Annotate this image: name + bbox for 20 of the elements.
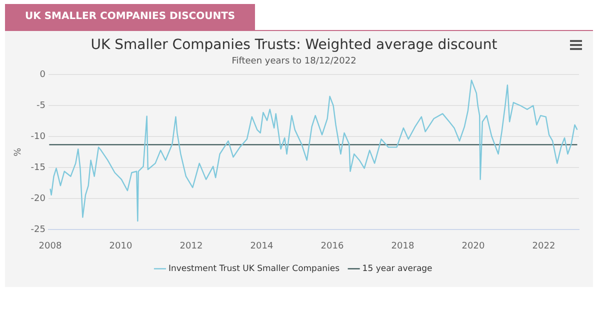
x-tick-label: 2018 <box>391 241 414 252</box>
x-tick-label: 2010 <box>109 241 132 252</box>
y-tick-label: -15 <box>30 163 46 174</box>
x-tick-label: 2016 <box>320 241 344 252</box>
chart-title: UK Smaller Companies Trusts: Weighted average discount <box>90 37 498 54</box>
x-tick-label: 2008 <box>38 241 62 252</box>
chart-subtitle: Fifteen years to 18/12/2022 <box>232 56 356 67</box>
x-tick-label: 2012 <box>180 241 203 252</box>
legend-label: 15 year average <box>362 264 432 274</box>
y-tick-label: -10 <box>30 132 46 142</box>
y-tick-label: -25 <box>30 225 46 236</box>
legend-label: Investment Trust UK Smaller Companies <box>168 264 340 274</box>
x-tick-label: 2020 <box>462 241 485 252</box>
y-tick-label: 0 <box>40 70 46 80</box>
y-tick-label: -20 <box>30 194 46 204</box>
text: UK SMALLER COMPANIES DISCOUNTS <box>5 4 256 30</box>
y-axis-title: % <box>14 147 24 156</box>
x-tick-label: 2022 <box>532 241 556 252</box>
y-tick-label: -5 <box>36 100 46 111</box>
x-tick-label: 2014 <box>250 241 274 252</box>
